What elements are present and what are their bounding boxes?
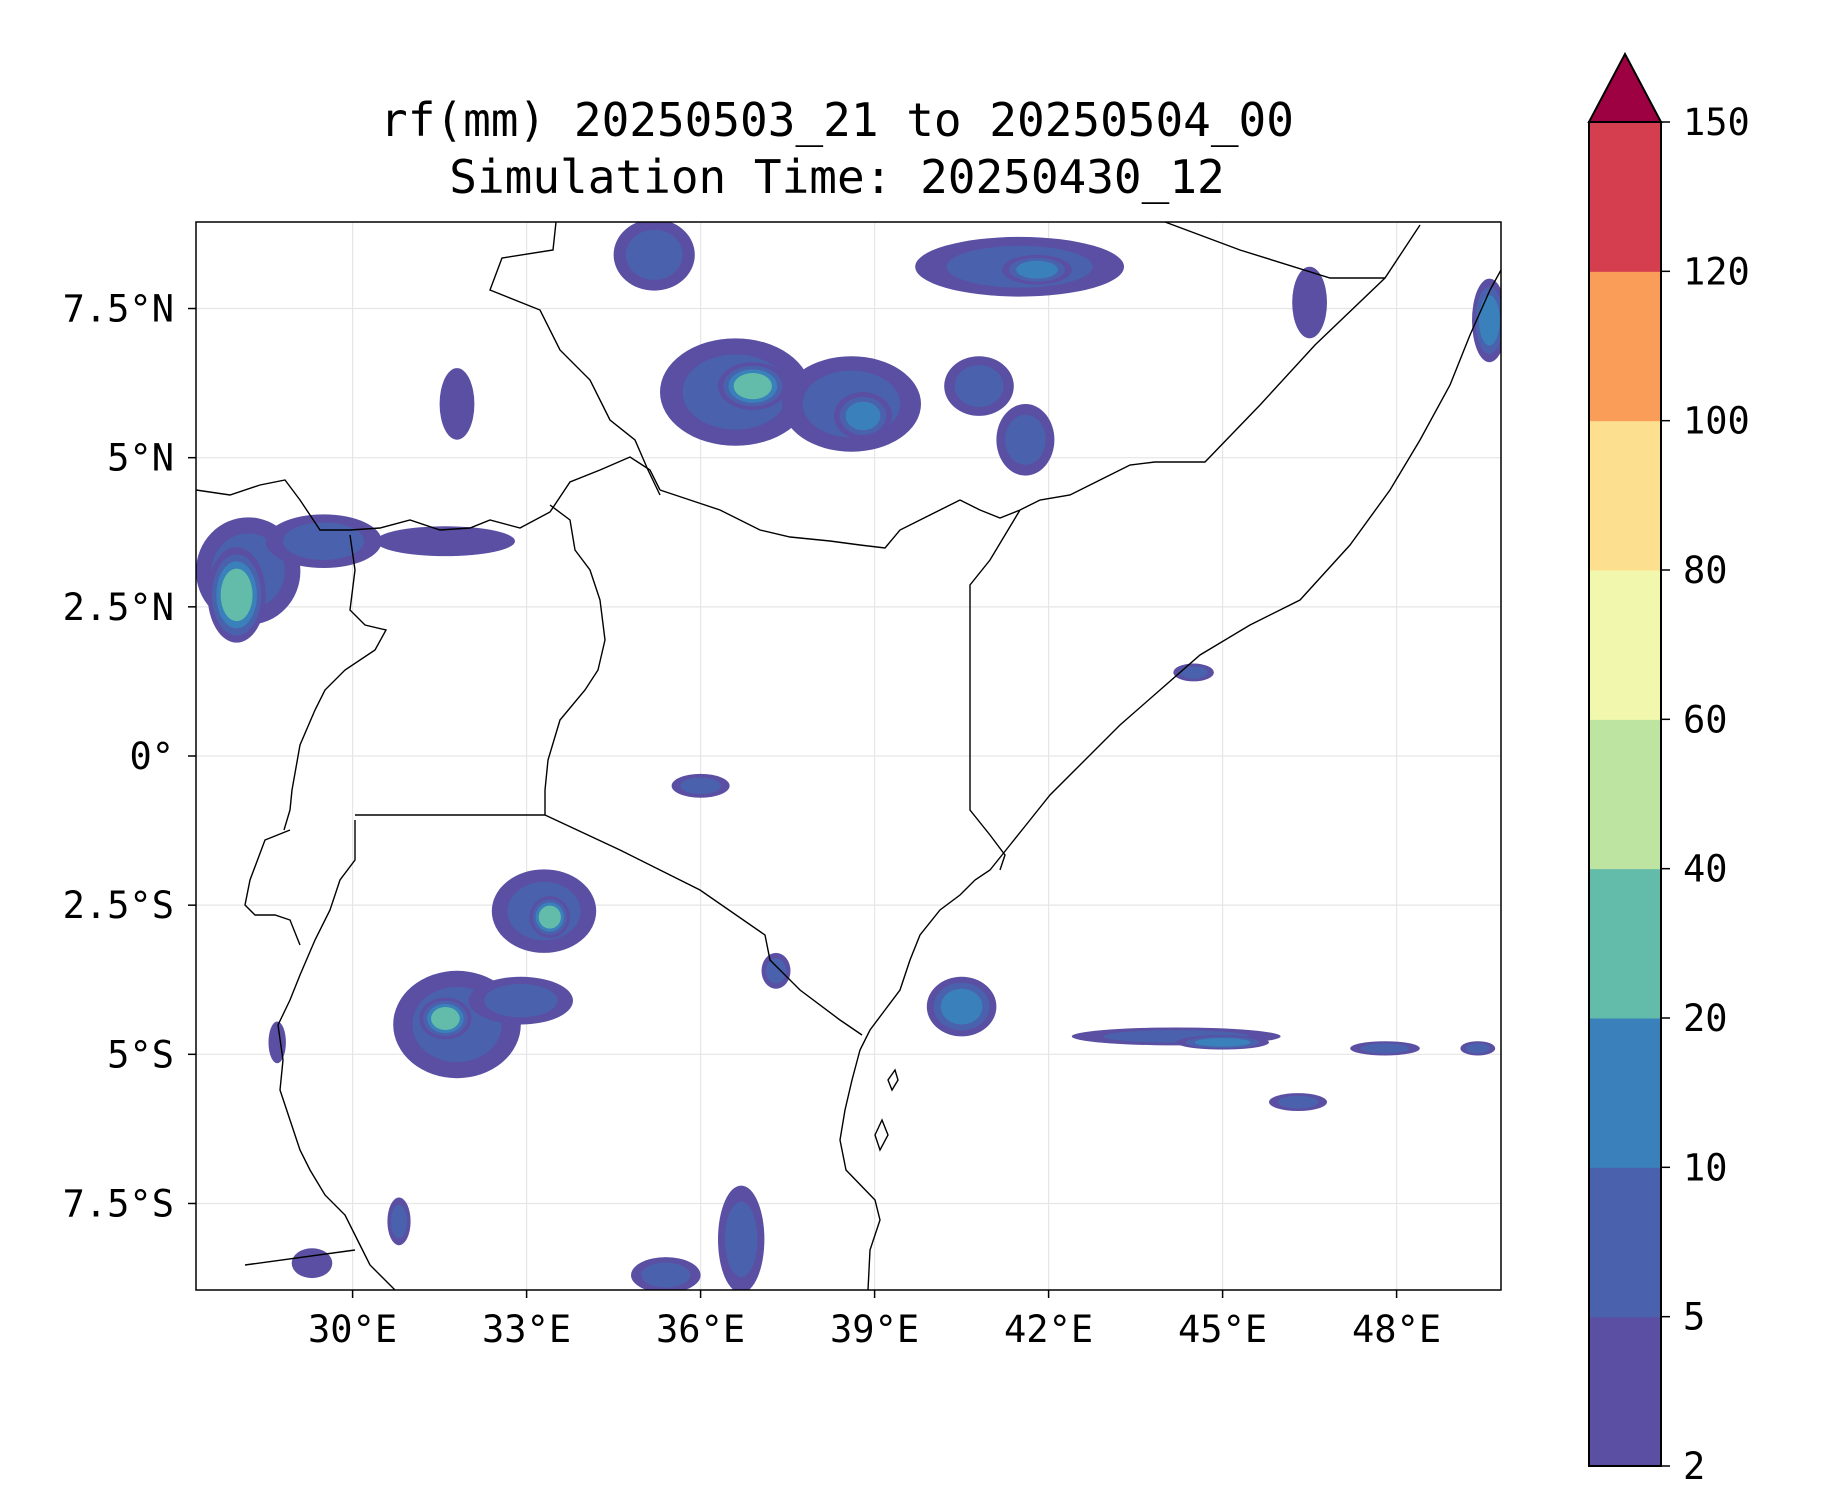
colorbar-frame — [1588, 121, 1662, 1467]
colorbar-extend-max-arrow — [1587, 51, 1663, 123]
colorbar: 2 5 10 20 40 60 80 100 120 150 — [1587, 51, 1750, 1488]
border-south-sudan-ethiopia — [489, 222, 661, 496]
rain-cell-28-level-2 — [1194, 1038, 1251, 1047]
lat-tick-label-1: 5°N — [107, 437, 174, 480]
rain-cell-10-level-1 — [954, 365, 1004, 407]
colorbar-label-6: 80 — [1683, 549, 1728, 592]
lon-tick-label-4: 42°E — [1004, 1308, 1093, 1351]
colorbar-segment-0 — [1589, 1316, 1661, 1467]
lat-tick-label-0: 7.5°N — [63, 288, 174, 331]
border-uganda-kenya — [544, 504, 606, 815]
rain-cell-20-level-3 — [431, 1007, 460, 1031]
lon-tick-label-3: 39°E — [830, 1308, 919, 1351]
colorbar-label-4: 40 — [1683, 848, 1728, 891]
rain-cell-14-level-0 — [1292, 266, 1327, 339]
rain-cell-9-level-2 — [845, 401, 881, 431]
colorbar-label-5: 60 — [1683, 698, 1728, 741]
colorbar-label-7: 100 — [1683, 400, 1750, 443]
rain-cell-26-level-2 — [940, 988, 983, 1025]
colorbar-label-8: 120 — [1683, 250, 1750, 293]
border-ethiopia-north — [1164, 222, 1385, 279]
rain-cell-5-level-1 — [625, 229, 683, 280]
border-kenya-tanzania — [544, 814, 863, 1036]
rain-cell-33-level-0 — [268, 1021, 286, 1064]
rain-cell-25-level-1 — [390, 1204, 408, 1239]
colorbar-label-2: 10 — [1683, 1146, 1728, 1189]
border-uganda-drc — [283, 534, 388, 831]
rain-cell-32-level-1 — [1179, 666, 1208, 679]
rain-cell-30-level-1 — [1465, 1043, 1490, 1054]
rain-cell-34-level-0 — [291, 1248, 333, 1279]
lat-tick-label-3: 0° — [129, 735, 174, 778]
border-zambia — [244, 1249, 356, 1266]
colorbar-segment-4 — [1589, 719, 1661, 870]
lon-tick-label-5: 45°E — [1178, 1308, 1267, 1351]
rain-cell-16-level-1 — [680, 777, 721, 795]
rain-cell-31-level-1 — [1277, 1095, 1319, 1109]
border-rwanda-burundi — [244, 829, 301, 946]
coast-pemba-zanzibar — [874, 1068, 899, 1152]
rain-cell-11-level-1 — [1005, 414, 1046, 465]
colorbar-label-1: 5 — [1683, 1296, 1705, 1339]
map-title-line-2: Simulation Time: 20250430_12 — [449, 150, 1224, 204]
map-title-line-1: rf(mm) 20250503_21 to 20250504_00 — [380, 93, 1294, 147]
border-kenya-somalia — [969, 509, 1021, 871]
colorbar-label-9: 150 — [1683, 101, 1750, 144]
rain-cell-21-level-1 — [484, 983, 558, 1018]
lat-tick-label-2: 2.5°N — [63, 586, 174, 629]
lat-tick-label-6: 7.5°S — [63, 1182, 174, 1225]
border-south-sudan-uganda — [196, 456, 661, 531]
rain-cell-4-level-0 — [439, 368, 475, 440]
rain-cell-18-level-3 — [538, 905, 561, 929]
colorbar-segment-6 — [1589, 420, 1661, 571]
rain-cell-7-level-3 — [733, 372, 772, 400]
rain-cell-22-level-1 — [724, 1201, 758, 1277]
colorbar-segment-8 — [1589, 122, 1661, 272]
rain-cell-24-level-1 — [765, 958, 787, 984]
lon-tick-label-2: 36°E — [656, 1308, 745, 1351]
rain-cell-1-level-3 — [220, 568, 253, 622]
border-ethiopia-somalia — [1019, 224, 1421, 511]
lon-tick-label-6: 48°E — [1352, 1308, 1441, 1351]
lat-tick-label-5: 5°S — [107, 1033, 174, 1076]
border-tanzania-west — [277, 820, 396, 1290]
colorbar-segment-1 — [1589, 1167, 1661, 1318]
longitude-axis: 30°E 33°E 36°E 39°E 42°E 45°E 48°E — [308, 1290, 1441, 1351]
border-ethiopia-kenya — [659, 489, 1021, 549]
lat-tick-label-4: 2.5°S — [63, 884, 174, 927]
rain-cell-29-level-1 — [1360, 1043, 1410, 1054]
country-borders — [196, 222, 1501, 1290]
map-plot-area — [195, 221, 1502, 1291]
colorbar-segment-5 — [1589, 570, 1661, 720]
colorbar-label-0: 2 — [1683, 1445, 1705, 1488]
lon-tick-label-0: 30°E — [308, 1308, 397, 1351]
colorbar-segment-3 — [1589, 868, 1661, 1019]
rain-cell-13-level-2 — [1016, 260, 1058, 279]
lon-tick-label-1: 33°E — [482, 1308, 571, 1351]
latitude-axis: 7.5°N 5°N 2.5°N 0° 2.5°S 5°S 7.5°S — [63, 288, 196, 1225]
rain-cell-15-level-2 — [1478, 295, 1500, 346]
rainfall-contours — [196, 222, 1501, 1290]
colorbar-segment-7 — [1589, 271, 1661, 422]
coast-somalia — [839, 269, 1501, 1290]
rain-cell-23-level-1 — [641, 1262, 691, 1288]
rain-cell-2-level-1 — [283, 522, 365, 561]
rain-cell-3-level-0 — [375, 526, 515, 557]
colorbar-segment-2 — [1589, 1018, 1661, 1168]
colorbar-label-3: 20 — [1683, 997, 1728, 1040]
